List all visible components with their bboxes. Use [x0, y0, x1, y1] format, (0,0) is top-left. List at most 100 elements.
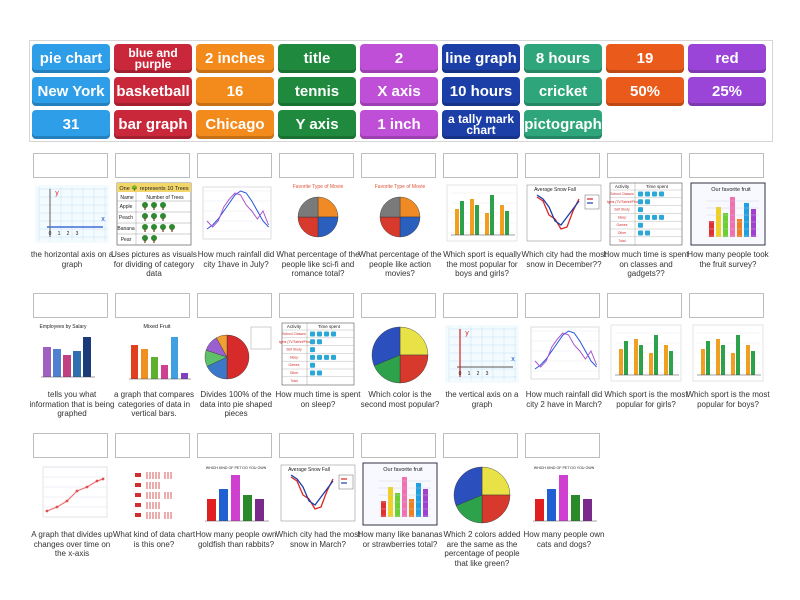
drop-slot[interactable]: [607, 153, 682, 178]
tree-icon: [142, 202, 148, 208]
thumb-label: 3: [486, 371, 489, 377]
bar-graph-pets: WHICH KIND OF PET DO YOU OWN: [533, 466, 597, 522]
pie-chart-colors: [453, 466, 511, 524]
bar: [455, 209, 459, 235]
series-line: [534, 330, 597, 370]
drop-slot[interactable]: [115, 153, 190, 178]
bar: [744, 203, 749, 237]
answer-tile[interactable]: 25%: [688, 77, 766, 106]
card-caption: Divides 100% of the data into pie shaped…: [199, 390, 273, 418]
bar: [634, 339, 638, 375]
bar: [505, 211, 509, 235]
drop-slot[interactable]: [689, 153, 764, 178]
bar: [416, 483, 421, 517]
answer-tile[interactable]: 31: [32, 110, 110, 139]
thumb-label: 2: [477, 371, 480, 377]
pie-chart: [204, 326, 272, 380]
row-label: [135, 483, 141, 487]
drop-slot[interactable]: [33, 293, 108, 318]
thumb-label: Favorite Type of Movie: [375, 184, 426, 190]
card-caption: A graph that divides up changes over tim…: [31, 530, 113, 558]
pie-slice: [399, 326, 429, 356]
pie-slice: [379, 196, 401, 218]
answer-tile[interactable]: Y axis: [278, 110, 356, 139]
answer-tile[interactable]: title: [278, 44, 356, 73]
answer-tile[interactable]: line graph: [442, 44, 520, 73]
drop-slot[interactable]: [33, 153, 108, 178]
drop-slot[interactable]: [525, 433, 600, 458]
tree-icon: [151, 235, 157, 241]
drop-slot[interactable]: [197, 293, 272, 318]
drop-slot[interactable]: [115, 433, 190, 458]
thumb-label: 3: [76, 231, 79, 237]
answer-tile[interactable]: Chicago: [196, 110, 274, 139]
thumb-label: Pear: [121, 237, 132, 243]
answer-tile[interactable]: 19: [606, 44, 684, 73]
answer-tile[interactable]: 50%: [606, 77, 684, 106]
clock-icon: [652, 214, 657, 220]
thumb-label: School Classes: [282, 332, 306, 336]
tree-icon: [160, 202, 166, 208]
answer-tile[interactable]: a tally mark chart: [442, 110, 520, 139]
drop-slot[interactable]: [525, 153, 600, 178]
thumb-label: Time spent: [318, 324, 341, 329]
drop-slot[interactable]: [33, 433, 108, 458]
drop-slot[interactable]: [197, 153, 272, 178]
answer-tile[interactable]: 1 inch: [360, 110, 438, 139]
drop-slot[interactable]: [279, 153, 354, 178]
pie-slice: [317, 196, 339, 218]
clock-icon: [310, 362, 315, 368]
tree-trunk: [144, 229, 146, 232]
thumb-label: Our favorite fruit: [383, 467, 423, 473]
pie-slice: [317, 216, 339, 238]
answer-tile[interactable]: 2 inches: [196, 44, 274, 73]
answer-tile[interactable]: 16: [196, 77, 274, 106]
tree-trunk: [144, 207, 146, 210]
drop-slot[interactable]: [361, 433, 436, 458]
bar: [73, 351, 81, 377]
answer-tile[interactable]: 2: [360, 44, 438, 73]
drop-slot[interactable]: [197, 433, 272, 458]
answer-tile[interactable]: New York: [32, 77, 110, 106]
answer-tile[interactable]: pictograph: [524, 110, 602, 139]
answer-tile[interactable]: bar graph: [114, 110, 192, 139]
answer-tile[interactable]: 10 hours: [442, 77, 520, 106]
bar: [547, 489, 556, 521]
thumb-label: Time spent: [646, 184, 669, 189]
drop-slot[interactable]: [607, 293, 682, 318]
tree-trunk: [162, 218, 164, 221]
tree-icon: [151, 213, 157, 219]
drop-slot[interactable]: [361, 153, 436, 178]
answer-tile[interactable]: blue and purple: [114, 44, 192, 73]
answer-tile[interactable]: tennis: [278, 77, 356, 106]
thumb-label: WHICH KIND OF PET DO YOU OWN: [534, 466, 595, 470]
drop-slot[interactable]: [689, 293, 764, 318]
bar-graph-fruit: Our favorite fruit: [690, 182, 766, 246]
drop-slot[interactable]: [115, 293, 190, 318]
thumb-label: Total: [290, 379, 297, 383]
card-caption: Which city had the most snow in March?: [275, 530, 361, 549]
answer-tile[interactable]: cricket: [524, 77, 602, 106]
drop-slot[interactable]: [279, 433, 354, 458]
drop-slot[interactable]: [361, 293, 436, 318]
drop-slot[interactable]: [279, 293, 354, 318]
pie-slice: [481, 466, 511, 496]
clock-icon: [645, 214, 650, 220]
bar: [141, 349, 148, 379]
drop-slot[interactable]: [443, 433, 518, 458]
answer-tile[interactable]: X axis: [360, 77, 438, 106]
card-caption: Which 2 colors added are the same as the…: [443, 530, 521, 568]
answer-tile[interactable]: basketball: [114, 77, 192, 106]
answer-tile[interactable]: pie chart: [32, 44, 110, 73]
answer-tile[interactable]: 8 hours: [524, 44, 602, 73]
card-caption: Which color is the second most popular?: [360, 390, 440, 409]
drop-slot[interactable]: [443, 153, 518, 178]
drop-slot[interactable]: [525, 293, 600, 318]
drop-slot[interactable]: [443, 293, 518, 318]
answer-tile[interactable]: red: [688, 44, 766, 73]
thumb-label: y: [465, 330, 469, 337]
bar: [500, 205, 504, 235]
tree-trunk: [153, 229, 155, 232]
bar: [395, 493, 400, 517]
tree-icon: [151, 224, 157, 230]
